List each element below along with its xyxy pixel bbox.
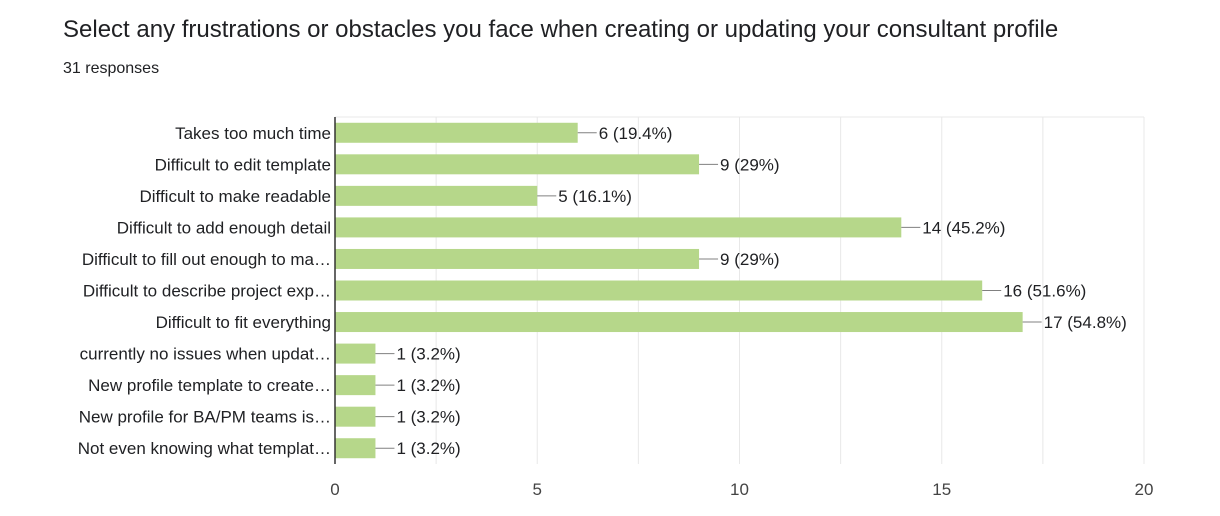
category-label: Difficult to add enough detail <box>117 218 331 237</box>
bar <box>335 248 700 269</box>
category-label: Takes too much time <box>175 124 331 143</box>
bar <box>335 217 902 238</box>
category-label: Not even knowing what templat… <box>78 439 331 458</box>
bar <box>335 343 376 364</box>
bar <box>335 122 578 143</box>
x-tick-label: 15 <box>932 480 951 499</box>
bar <box>335 438 376 459</box>
bar <box>335 154 700 175</box>
x-tick-label: 10 <box>730 480 749 499</box>
bar <box>335 280 983 301</box>
x-tick-label: 0 <box>330 480 339 499</box>
category-label: New profile template to create… <box>88 376 331 395</box>
data-label: 1 (3.2%) <box>396 376 460 395</box>
bar <box>335 375 376 396</box>
x-tick-label: 5 <box>533 480 542 499</box>
response-count: 31 responses <box>63 60 160 77</box>
chart-title: Select any frustrations or obstacles you… <box>63 16 1059 43</box>
bar <box>335 312 1023 333</box>
category-label: Difficult to fit everything <box>156 313 331 332</box>
data-label: 9 (29%) <box>720 250 780 269</box>
category-label: Difficult to fill out enough to ma… <box>82 250 331 269</box>
data-label: 1 (3.2%) <box>396 439 460 458</box>
data-label: 16 (51.6%) <box>1003 282 1086 301</box>
data-label: 1 (3.2%) <box>396 345 460 364</box>
data-label: 14 (45.2%) <box>922 218 1005 237</box>
x-tick-label: 20 <box>1135 480 1154 499</box>
data-label: 17 (54.8%) <box>1044 313 1127 332</box>
category-label: Difficult to make readable <box>139 187 331 206</box>
category-label: New profile for BA/PM teams is… <box>79 408 331 427</box>
data-label: 5 (16.1%) <box>558 187 632 206</box>
data-label: 6 (19.4%) <box>599 124 673 143</box>
bar <box>335 185 538 206</box>
category-label: currently no issues when updat… <box>80 345 331 364</box>
category-label: Difficult to describe project exp… <box>83 282 331 301</box>
bar <box>335 406 376 427</box>
data-label: 9 (29%) <box>720 155 780 174</box>
category-label: Difficult to edit template <box>155 155 331 174</box>
data-label: 1 (3.2%) <box>396 408 460 427</box>
